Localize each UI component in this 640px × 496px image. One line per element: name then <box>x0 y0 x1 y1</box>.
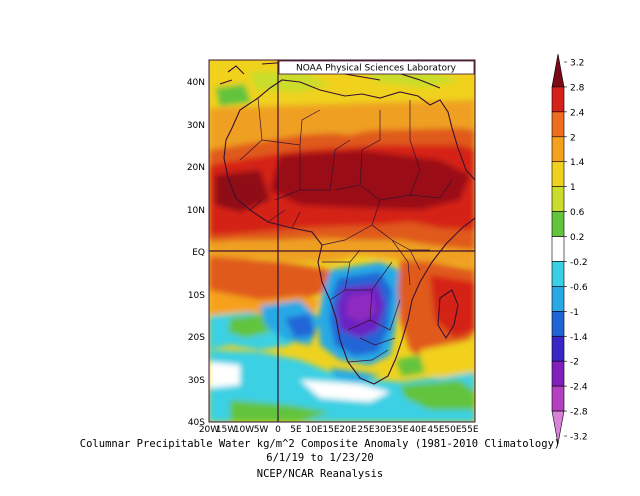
colorbar-label: -2.8 <box>570 408 588 418</box>
colorbar-label: 2 <box>570 133 576 143</box>
reference-lines <box>209 60 475 422</box>
map-frame <box>208 59 476 423</box>
longitude-labels: 20W 15W 10W 5W 0 5E 10E 15E 20E 25E 30E … <box>199 425 479 435</box>
colorbar-swatch <box>551 211 565 237</box>
colorbar-swatch <box>551 86 565 113</box>
colorbar-swatch <box>551 136 565 163</box>
lat-label-20n: 20N <box>187 163 205 173</box>
lat-label-eq: EQ <box>192 248 205 258</box>
lon-label-55e: 55E <box>461 425 478 435</box>
colorbar-swatch <box>551 161 565 187</box>
colorbar-label: -2 <box>570 358 579 368</box>
colorbar-label: -1.4 <box>570 333 588 343</box>
colorbar-label: -1 <box>570 308 579 318</box>
credit-box: NOAA Physical Sciences Laboratory <box>278 60 475 75</box>
colorbar-label: 1.4 <box>570 158 585 168</box>
colorbar-swatch <box>551 236 565 262</box>
colorbar-label: 2.8 <box>570 83 585 93</box>
lon-label-20w: 20W <box>199 425 219 435</box>
caption-dates: 6/1/19 to 1/23/20 <box>266 452 374 464</box>
lon-label-35e: 35E <box>391 425 408 435</box>
colorbar-swatch <box>551 261 565 287</box>
lat-label-30n: 30N <box>187 121 205 131</box>
lon-label-15e: 15E <box>322 425 339 435</box>
colorbar-swatch <box>551 335 565 362</box>
lon-label-40e: 40E <box>409 425 426 435</box>
colorbar-swatch <box>551 385 565 412</box>
colorbar-label: 0.6 <box>570 208 585 218</box>
colorbar-label: -0.2 <box>570 258 588 268</box>
country-borders <box>239 97 453 363</box>
lon-label-10w: 10W <box>234 425 254 435</box>
lat-label-10s: 10S <box>188 291 205 301</box>
credit-text: NOAA Physical Sciences Laboratory <box>296 64 457 74</box>
lon-label-50e: 50E <box>444 425 461 435</box>
colorbar-swatch <box>551 53 565 88</box>
colorbar-label: 1 <box>570 183 576 193</box>
lat-label-10n: 10N <box>187 206 205 216</box>
lon-label-0: 0 <box>275 425 281 435</box>
colorbar-label: -0.6 <box>570 283 588 293</box>
colorbar-swatch <box>551 410 565 445</box>
lon-label-25e: 25E <box>357 425 374 435</box>
lon-label-30e: 30E <box>374 425 391 435</box>
colorbar-label: -2.4 <box>570 383 588 393</box>
colorbar-swatch <box>551 286 565 312</box>
colorbar-swatch <box>551 111 565 138</box>
colorbar-label: 3.2 <box>570 59 584 69</box>
colorbar: 3.2 2.8 2.4 2 1.4 1 0.6 0.2 -0.2 -0.6 -1 -1.4 -2 -2.4… <box>551 53 588 445</box>
lat-label-30s: 30S <box>188 376 205 386</box>
anomaly-field <box>209 60 475 422</box>
colorbar-swatch <box>551 311 565 337</box>
lat-label-40n: 40N <box>187 78 205 88</box>
lat-label-40s: 40S <box>188 418 205 428</box>
lon-label-5w: 5W <box>254 425 269 435</box>
lon-label-20e: 20E <box>339 425 356 435</box>
lon-label-10e: 10E <box>305 425 322 435</box>
lat-label-20s: 20S <box>188 333 205 343</box>
caption-title: Columnar Precipitable Water kg/m^2 Compo… <box>79 438 561 450</box>
caption-source: NCEP/NCAR Reanalysis <box>256 468 384 480</box>
latitude-labels: 40N 30N 20N 10N EQ 10S 20S 30S 40S <box>187 78 205 428</box>
colorbar-swatch <box>551 186 565 212</box>
colorbar-swatch <box>551 360 565 387</box>
colorbar-label: 2.4 <box>570 108 585 118</box>
lon-label-15w: 15W <box>216 425 236 435</box>
lon-label-45e: 45E <box>427 425 444 435</box>
lon-label-5e: 5E <box>290 425 302 435</box>
coastlines <box>219 60 475 385</box>
colorbar-label: 0.2 <box>570 233 584 243</box>
colorbar-label: -3.2 <box>570 433 588 443</box>
